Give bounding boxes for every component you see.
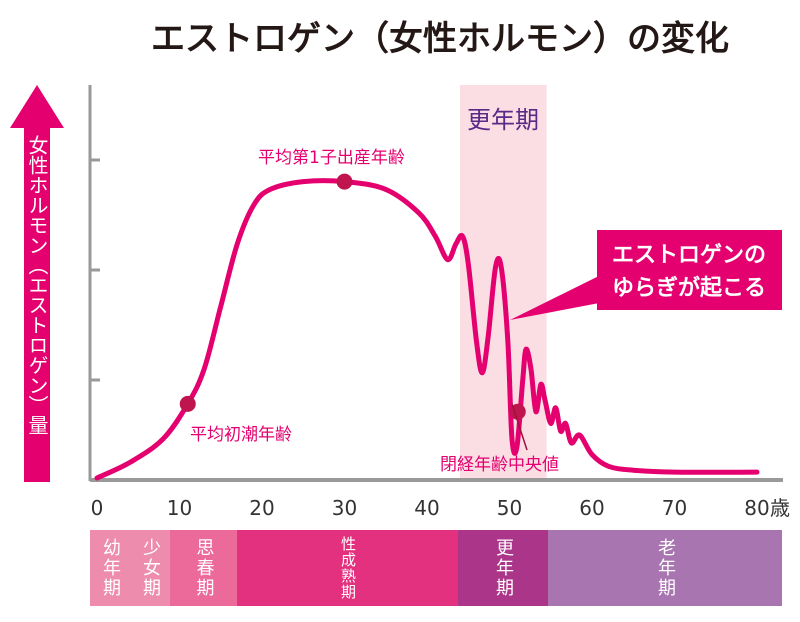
x-tick-label: 20 [249, 496, 274, 520]
life-stage-infancy: 幼年期 [90, 530, 130, 606]
marker-label-menarche: 平均初潮年齢 [190, 425, 292, 445]
estrogen-curve [94, 178, 760, 481]
life-stage-puberty: 思春期 [170, 530, 237, 606]
x-tick-label: 60 [579, 496, 604, 520]
x-tick-label: 0 [91, 496, 104, 520]
life-stage-label: 老年期 [655, 538, 676, 598]
marker-label-menopause: 閉経年齢中央値 [440, 455, 559, 475]
x-tick-label: 50 [497, 496, 522, 520]
life-stage-girlhood: 少女期 [130, 530, 170, 606]
callout: エストロゲンの ゆらぎが起こる [510, 230, 782, 320]
marker-point-1 [179, 395, 196, 412]
life-stage-label: 思春期 [193, 538, 215, 598]
life-stage-maturity: 性成熟期 [237, 530, 458, 606]
callout-line-1: エストロゲンの [612, 243, 766, 268]
x-tick-label: 70 [662, 496, 687, 520]
x-tick-label: 10 [167, 496, 192, 520]
y-axis-label: 女性ホルモン（エストロゲン）量 [25, 135, 49, 435]
life-stage-label: 性成熟期 [339, 536, 357, 600]
y-axis-arrow [10, 85, 64, 482]
x-tick-label: 30 [332, 496, 357, 520]
life-stage-label: 更年期 [493, 538, 514, 598]
marker-label-first-birth: 平均第1子出産年齢 [258, 148, 405, 168]
menopause-band-label: 更年期 [467, 106, 539, 134]
x-tick-label: 80 [744, 496, 769, 520]
marker-point-2 [336, 173, 353, 190]
life-stage-senescence: 老年期 [548, 530, 782, 606]
callout-line-2: ゆらぎが起こる [612, 275, 766, 301]
x-axis-unit: 歳 [770, 496, 790, 520]
chart-title: エストロゲン（女性ホルモン）の変化 [151, 19, 729, 59]
life-stage-menopause: 更年期 [458, 530, 548, 606]
axes [88, 85, 783, 482]
life-stage-label: 少女期 [140, 538, 161, 598]
life-stage-label: 幼年期 [100, 538, 121, 598]
x-tick-label: 40 [414, 496, 439, 520]
menopause-marker-leader [511, 403, 528, 451]
